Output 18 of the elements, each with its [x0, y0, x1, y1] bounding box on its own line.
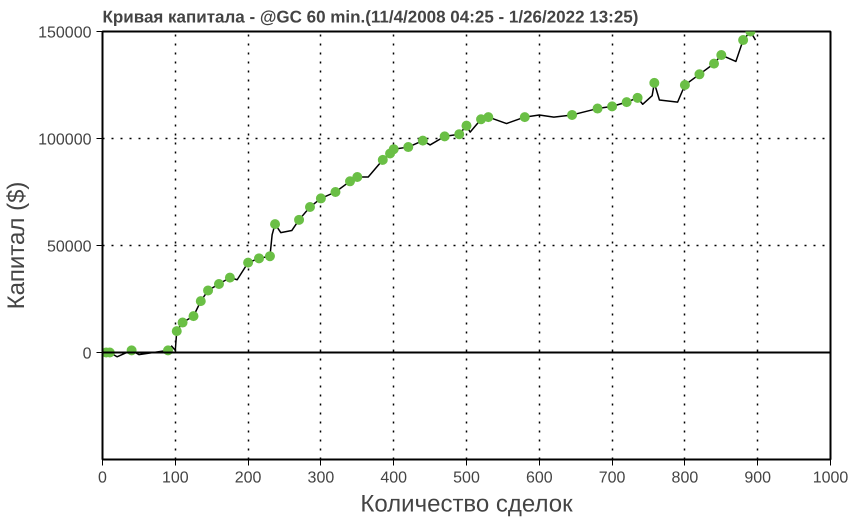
x-tick-label: 1000 [812, 470, 848, 486]
chart-title: Кривая капитала - @GC 60 min.(11/4/2008 04:25 - 1/26/2022 13:25) [102, 8, 638, 26]
x-tick-label: 900 [744, 470, 772, 486]
x-tick-label: 200 [234, 470, 262, 486]
x-tick-label: 400 [380, 470, 408, 486]
x-tick-label: 300 [308, 470, 334, 486]
y-tick-label: 150000 [38, 24, 92, 42]
x-tick-label: 0 [98, 470, 108, 486]
x-tick-label: 600 [526, 470, 553, 486]
x-tick-label: 700 [598, 470, 626, 486]
y-axis-title: Капитал ($) [3, 182, 30, 310]
y-tick-label: 100000 [38, 132, 92, 148]
y-tick-label: 50000 [47, 238, 92, 256]
x-axis-title: Количество сделок [360, 490, 574, 518]
y-tick-label: 0 [82, 346, 92, 362]
x-tick-label: 100 [162, 470, 189, 486]
x-tick-label: 500 [453, 470, 480, 486]
x-tick-label: 800 [672, 470, 698, 486]
